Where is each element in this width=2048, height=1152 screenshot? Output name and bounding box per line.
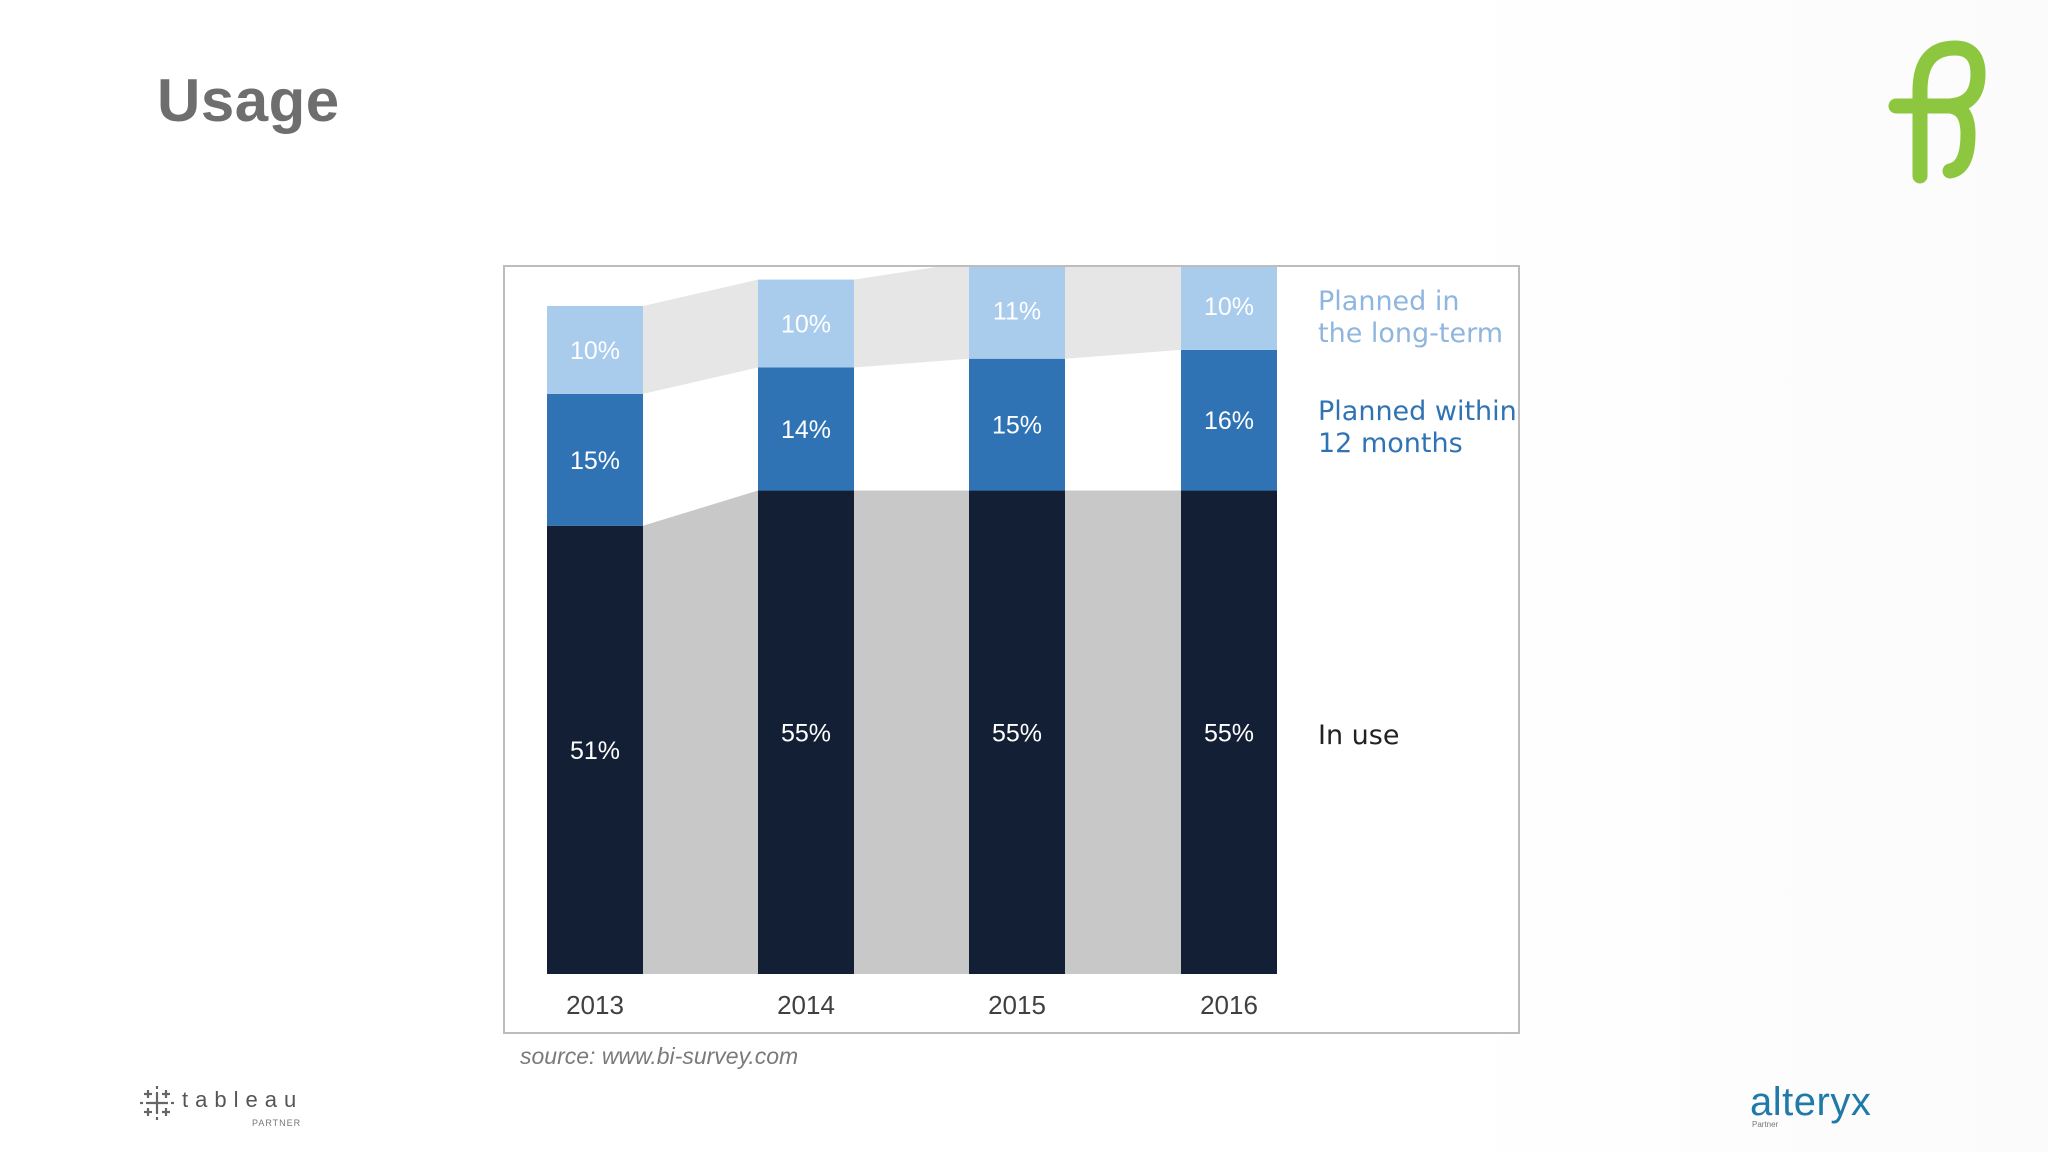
brand-f-logo-icon <box>1888 40 1986 184</box>
bar-segment <box>969 358 1065 491</box>
connector-band <box>643 279 758 394</box>
bar-segment <box>969 267 1065 359</box>
bar-segment <box>758 490 854 974</box>
data-label: 55% <box>1204 719 1254 747</box>
chart-frame: 51% 15% 10% 2013 55% 14% 10% 2014 55% 15% 11% 2015 5… <box>503 265 1520 1034</box>
bar-segment <box>547 305 643 394</box>
data-label: 14% <box>781 416 831 444</box>
bar-segment <box>1181 349 1277 491</box>
legend-entry: Planned within <box>1318 396 1517 427</box>
data-label: 16% <box>1204 407 1254 435</box>
bar-segment <box>758 279 854 368</box>
bar-segment <box>547 525 643 974</box>
legend-entry: 12 months <box>1318 428 1463 459</box>
data-label: 15% <box>992 412 1042 440</box>
tableau-cross-icon <box>140 1086 174 1120</box>
legend-entry: In use <box>1318 720 1399 751</box>
bar-segment <box>1181 490 1277 974</box>
legend-entry: Planned in <box>1318 286 1460 317</box>
alteryx-partner-logo: alteryx Partner <box>1750 1080 1900 1132</box>
data-label: 55% <box>781 719 831 747</box>
tableau-partner-logo: tableau PARTNER <box>140 1084 320 1134</box>
connector-band <box>854 490 969 974</box>
data-label: 55% <box>992 719 1042 747</box>
connector-band <box>1065 490 1181 974</box>
data-label: 11% <box>993 297 1041 325</box>
x-tick-label: 2013 <box>566 990 624 1020</box>
bar-segment <box>547 393 643 526</box>
x-tick-label: 2014 <box>777 990 835 1020</box>
bar-segment <box>1181 267 1277 350</box>
page-title: Usage <box>157 67 340 134</box>
bar-segment <box>969 490 1065 974</box>
tableau-partner-label: PARTNER <box>252 1118 302 1128</box>
data-label: 10% <box>570 337 620 365</box>
x-tick-label: 2016 <box>1200 990 1258 1020</box>
legend-entry: the long-term <box>1318 318 1503 349</box>
connector-band <box>643 490 758 974</box>
data-label: 15% <box>570 447 620 475</box>
data-label: 51% <box>570 737 620 765</box>
bar-segment <box>758 367 854 491</box>
x-tick-label: 2015 <box>988 990 1046 1020</box>
alteryx-partner-label: Partner <box>1752 1120 1779 1129</box>
tableau-wordmark: tableau <box>182 1087 304 1112</box>
stacked-bar-chart: 51% 15% 10% 2013 55% 14% 10% 2014 55% 15% 11% 2015 5… <box>547 267 1517 1020</box>
alteryx-wordmark: alteryx <box>1750 1080 1872 1124</box>
source-note: source: www.bi-survey.com <box>520 1043 799 1069</box>
connector-band <box>1065 267 1181 359</box>
data-label: 10% <box>1204 293 1254 321</box>
connector-band <box>854 267 969 368</box>
data-label: 10% <box>781 311 831 339</box>
